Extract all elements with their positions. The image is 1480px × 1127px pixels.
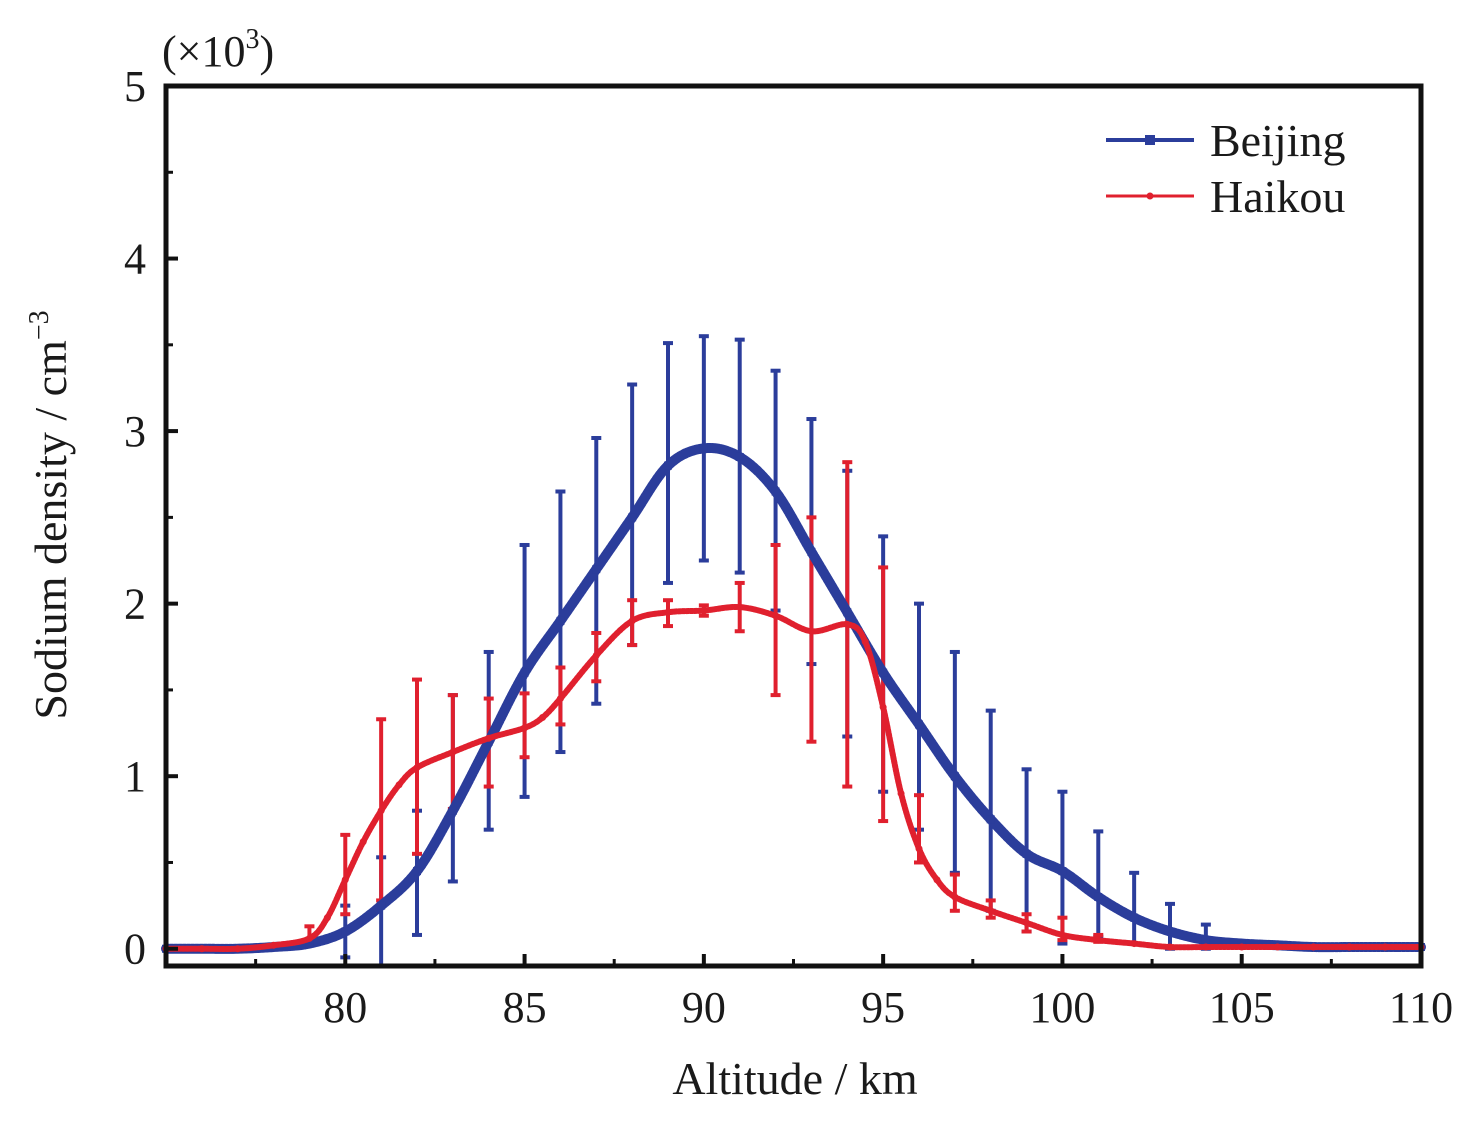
x-axis-title: Altitude / km	[672, 1053, 918, 1104]
haikou-point	[592, 651, 600, 659]
legend-label-beijing: Beijing	[1210, 115, 1345, 166]
beijing-point	[950, 772, 959, 781]
legend-marker-beijing	[1145, 135, 1155, 145]
haikou-point	[395, 781, 403, 789]
y-axis-title: Sodium density / cm−3	[24, 310, 76, 719]
beijing-point	[520, 668, 529, 677]
x-tick-label: 95	[861, 983, 905, 1032]
beijing-line	[161, 443, 1426, 954]
beijing-point	[807, 547, 816, 556]
haikou-point	[843, 620, 851, 628]
y-axis-title-text: Sodium density / cm	[25, 340, 76, 720]
beijing-point	[843, 608, 852, 617]
haikou-point	[1166, 943, 1174, 951]
haikou-point	[449, 748, 457, 756]
y-multiplier-label: (×103)	[162, 24, 274, 76]
haikou-point	[933, 876, 941, 884]
haikou-point	[628, 617, 636, 625]
haikou-point	[1058, 931, 1066, 939]
haikou-point	[1202, 943, 1210, 951]
haikou-point	[1274, 943, 1282, 951]
plot-frame	[163, 83, 1424, 969]
haikou-point	[1381, 943, 1389, 951]
y-multiplier-suffix: )	[259, 27, 274, 76]
haikou-point	[377, 807, 385, 815]
x-tick-label: 90	[682, 983, 726, 1032]
haikou-point	[556, 695, 564, 703]
haikou-point	[234, 945, 242, 953]
haikou-point	[1023, 919, 1031, 927]
beijing-point	[1166, 927, 1174, 936]
haikou-point	[897, 789, 905, 797]
haikou-point	[521, 724, 529, 732]
haikou-point	[270, 941, 278, 949]
beijing-point	[771, 487, 780, 496]
beijing-point	[413, 867, 421, 876]
haikou-point	[323, 914, 331, 922]
legend: Beijing Haikou	[1106, 115, 1345, 222]
beijing-point	[448, 806, 457, 815]
y-multiplier-prefix: (×10	[162, 27, 245, 76]
beijing-point	[879, 668, 888, 677]
beijing-point	[699, 444, 708, 453]
beijing-point	[915, 720, 923, 729]
beijing-point	[735, 452, 744, 461]
beijing-point	[986, 815, 995, 824]
haikou-point	[879, 703, 887, 711]
haikou-point	[1345, 943, 1353, 951]
beijing-point	[592, 565, 601, 574]
y-axis-title-exponent: −3	[24, 310, 55, 340]
haikou-point	[772, 612, 780, 620]
haikou-point	[1309, 943, 1317, 951]
haikou-point	[485, 734, 493, 742]
ticks-layer: 80 85 90 95 100 105 110 0 1 2 3 4 5	[124, 62, 1453, 1032]
beijing-point	[1058, 867, 1067, 876]
x-tick-label: 80	[323, 983, 367, 1032]
beijing-point	[377, 901, 386, 910]
beijing-point	[1130, 913, 1139, 922]
legend-marker-haikou	[1146, 192, 1154, 200]
beijing-point	[1094, 892, 1103, 901]
lines-layer	[161, 443, 1426, 954]
beijing-point	[556, 616, 565, 625]
haikou-point	[664, 608, 672, 616]
y-tick-label: 2	[124, 580, 146, 629]
y-tick-label: 1	[124, 752, 146, 801]
y-tick-label: 5	[124, 62, 146, 111]
haikou-point	[1094, 936, 1102, 944]
haikou-point	[736, 603, 744, 611]
y-tick-label: 0	[124, 925, 146, 974]
errorbars-layer	[304, 334, 1211, 968]
haikou-point	[413, 764, 421, 772]
y-tick-label: 3	[124, 407, 146, 456]
beijing-point	[628, 513, 637, 522]
haikou-point	[700, 607, 708, 615]
beijing-point	[341, 927, 350, 936]
haikou-point	[987, 907, 995, 915]
x-tick-label: 105	[1209, 983, 1275, 1032]
haikou-point	[861, 638, 869, 646]
y-tick-label: 4	[124, 235, 146, 284]
haikou-point	[915, 845, 923, 853]
x-tick-label: 110	[1389, 983, 1453, 1032]
haikou-point	[539, 714, 546, 722]
x-tick-label: 85	[503, 983, 547, 1032]
haikou-point	[807, 627, 815, 635]
beijing-point	[1022, 849, 1031, 858]
haikou-point	[1238, 943, 1246, 951]
haikou-point	[341, 876, 349, 884]
beijing-point	[664, 461, 672, 470]
beijing-point	[1201, 936, 1210, 945]
x-tick-label: 100	[1029, 983, 1095, 1032]
haikou-line	[163, 603, 1424, 952]
haikou-point	[198, 945, 206, 953]
haikou-point	[1130, 940, 1138, 948]
beijing-point	[305, 939, 314, 948]
haikou-point	[951, 893, 959, 901]
legend-label-haikou: Haikou	[1210, 171, 1345, 222]
haikou-point	[359, 838, 367, 846]
haikou-point	[305, 934, 313, 942]
y-multiplier-exponent: 3	[245, 24, 259, 55]
